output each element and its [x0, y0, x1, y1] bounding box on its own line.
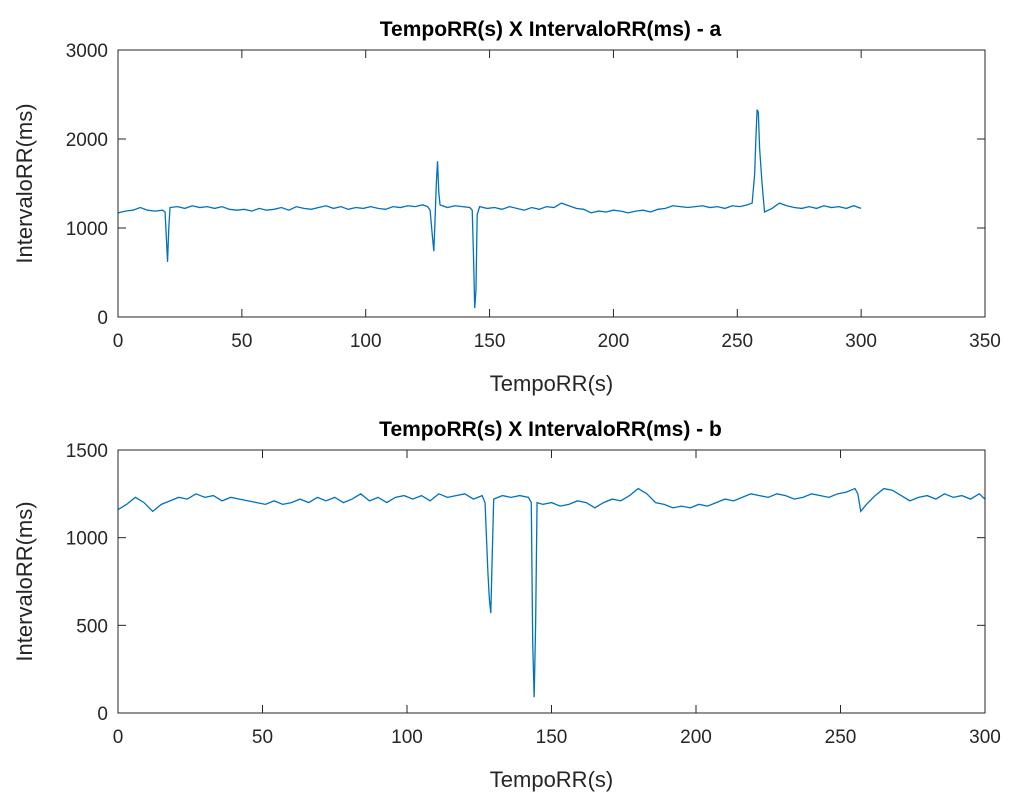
x-tick-label: 300: [969, 727, 1001, 748]
x-tick-label: 50: [252, 727, 273, 748]
chart-title: TempoRR(s) X IntervaloRR(ms) - b: [379, 418, 722, 441]
data-line: [117, 487, 986, 698]
x-tick-label: 350: [969, 331, 1001, 352]
axes-box: [117, 49, 986, 318]
x-tick-label: 200: [680, 727, 712, 748]
x-tick-label: 300: [845, 331, 877, 352]
x-axis-label: TempoRR(s): [490, 371, 613, 396]
x-tick-label: 0: [113, 331, 124, 352]
plot-area: [118, 50, 985, 317]
y-tick-label: 500: [76, 616, 108, 637]
x-tick-label: 100: [350, 331, 382, 352]
x-axis-label: TempoRR(s): [490, 767, 613, 792]
y-tick-label: 1000: [66, 529, 108, 550]
chart-title: TempoRR(s) X IntervaloRR(ms) - a: [380, 18, 722, 41]
y-tick-label: 0: [97, 704, 108, 725]
y-tick-label: 2000: [66, 130, 108, 151]
x-tick-label: 200: [598, 331, 630, 352]
x-tick-label: 50: [231, 331, 252, 352]
x-tick-label: 250: [825, 727, 857, 748]
data-line: [117, 109, 862, 309]
x-tick-label: 250: [721, 331, 753, 352]
y-axis-label: IntervaloRR(ms): [12, 501, 37, 661]
y-axis-label: IntervaloRR(ms): [12, 103, 37, 263]
x-tick-label: 150: [474, 331, 506, 352]
y-tick-label: 1000: [66, 219, 108, 240]
x-tick-label: 100: [391, 727, 423, 748]
x-tick-label: 150: [536, 727, 568, 748]
y-tick-label: 3000: [66, 41, 108, 62]
y-tick-label: 0: [97, 308, 108, 329]
x-tick-label: 0: [113, 727, 124, 748]
y-tick-label: 1500: [66, 441, 108, 462]
